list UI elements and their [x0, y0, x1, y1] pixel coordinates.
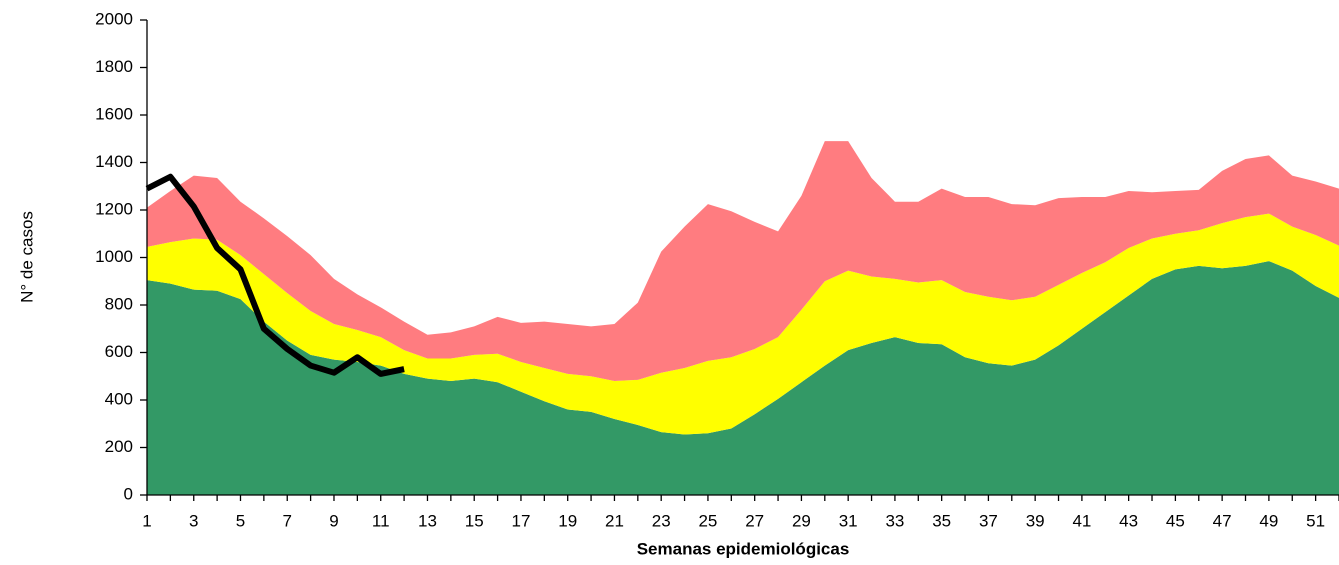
y-tick-label: 1200 [95, 199, 133, 218]
x-tick-label: 51 [1306, 511, 1325, 530]
x-tick-label: 19 [558, 511, 577, 530]
x-tick-label: 29 [792, 511, 811, 530]
area [147, 261, 1339, 495]
y-tick-label: 400 [105, 389, 133, 408]
x-tick-label: 5 [236, 511, 245, 530]
x-tick-label: 3 [189, 511, 198, 530]
y-tick-label: 2000 [95, 9, 133, 28]
y-tick-label: 1800 [95, 57, 133, 76]
y-tick-label: 200 [105, 437, 133, 456]
x-tick-label: 23 [652, 511, 671, 530]
x-tick-label: 25 [698, 511, 717, 530]
y-tick-label: 0 [124, 484, 133, 503]
x-tick-label: 11 [372, 511, 390, 530]
x-tick-label: 7 [283, 511, 292, 530]
y-tick-label: 600 [105, 342, 133, 361]
area [147, 213, 1339, 435]
x-tick-label: 21 [605, 511, 624, 530]
x-tick-label: 1 [142, 511, 151, 530]
y-tick-label: 1400 [95, 152, 133, 171]
y-axis-label: N° de casos [17, 211, 36, 303]
x-tick-label: 39 [1026, 511, 1045, 530]
y-tick-label: 1600 [95, 104, 133, 123]
x-tick-label: 45 [1166, 511, 1185, 530]
x-tick-label: 9 [329, 511, 338, 530]
x-tick-label: 35 [932, 511, 951, 530]
x-axis-label: Semanas epidemiológicas [637, 539, 850, 558]
x-tick-label: 49 [1259, 511, 1278, 530]
area [147, 141, 1339, 381]
x-tick-label: 41 [1072, 511, 1091, 530]
x-tick-label: 17 [511, 511, 530, 530]
x-tick-label: 15 [465, 511, 484, 530]
x-tick-label: 31 [839, 511, 858, 530]
x-tick-label: 33 [885, 511, 904, 530]
x-tick-label: 43 [1119, 511, 1138, 530]
x-tick-label: 27 [745, 511, 764, 530]
y-tick-label: 1000 [95, 247, 133, 266]
x-tick-label: 37 [979, 511, 998, 530]
x-tick-label: 47 [1213, 511, 1232, 530]
x-tick-label: 13 [418, 511, 437, 530]
y-tick-label: 800 [105, 294, 133, 313]
line [145, 173, 405, 377]
